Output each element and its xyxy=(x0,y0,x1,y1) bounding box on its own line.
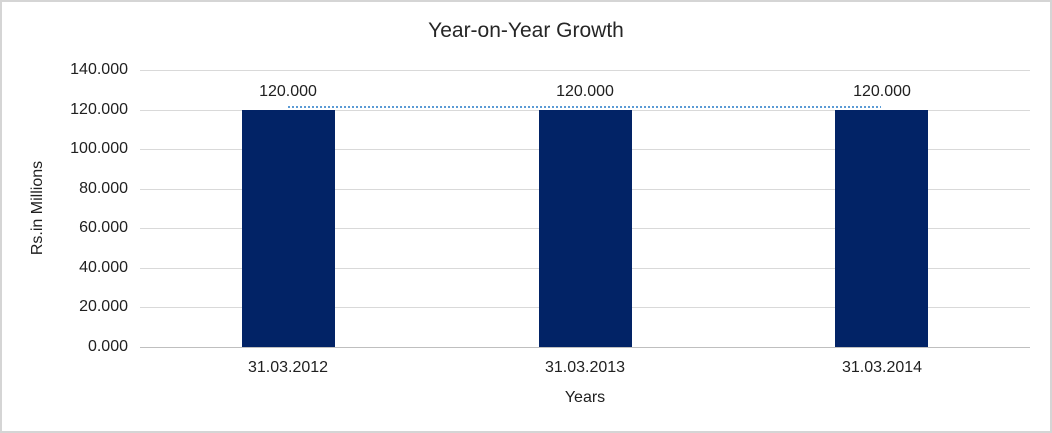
x-axis-line xyxy=(140,347,1030,348)
y-tick-label: 140.000 xyxy=(70,61,128,78)
x-tick-label: 31.03.2014 xyxy=(841,359,923,376)
y-tick-label: 40.000 xyxy=(79,259,128,276)
bar xyxy=(242,110,335,347)
bar-value-label: 120.000 xyxy=(259,83,317,100)
y-tick-label: 80.000 xyxy=(79,180,128,197)
y-axis-title: Rs.in Millions xyxy=(29,160,46,256)
trendline xyxy=(288,106,881,108)
y-tick-label: 60.000 xyxy=(79,219,128,236)
x-tick-label: 31.03.2012 xyxy=(247,359,329,376)
y-tick-label: 100.000 xyxy=(70,140,128,157)
y-tick-label: 20.000 xyxy=(79,298,128,315)
x-axis-title: Years xyxy=(564,389,606,406)
chart-title: Year-on-Year Growth xyxy=(428,19,624,42)
y-tick-label: 120.000 xyxy=(70,101,128,118)
bar xyxy=(835,110,928,347)
bar-value-label: 120.000 xyxy=(853,83,911,100)
bar-value-label: 120.000 xyxy=(556,83,614,100)
y-tick-label: 0.000 xyxy=(87,338,128,355)
x-tick-label: 31.03.2013 xyxy=(544,359,626,376)
bar xyxy=(539,110,632,347)
gridline xyxy=(140,70,1030,71)
